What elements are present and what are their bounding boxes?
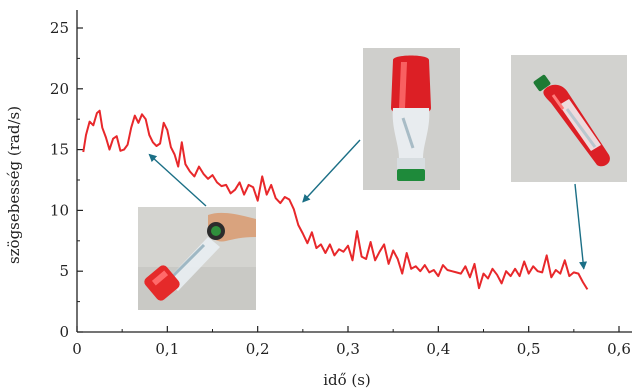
y-tick-label: 10 [50, 201, 69, 219]
x-tick-label: 0,2 [246, 340, 270, 358]
x-tick-label: 0,6 [607, 340, 631, 358]
x-axis-label: idő (s) [323, 371, 371, 389]
series-layer [82, 109, 589, 290]
y-tick-label: 15 [50, 141, 69, 159]
y-tick-label: 0 [59, 323, 69, 341]
y-axis-label: szögsebesség (rad/s) [5, 106, 23, 264]
y-tick-label: 5 [59, 262, 69, 280]
bottle-flip-start-arrow [148, 153, 207, 207]
bottle-flip-start-photo [138, 207, 256, 310]
bottle-flip-end-photo [511, 55, 627, 182]
y-tick-label: 20 [50, 80, 69, 98]
angular-velocity-line [82, 109, 589, 290]
x-tick-label: 0,4 [426, 340, 450, 358]
x-tick-label: 0,1 [155, 340, 179, 358]
bottle-flip-middle-arrow [302, 139, 361, 203]
y-tick-label: 25 [50, 19, 69, 37]
x-tick-label: 0 [72, 340, 82, 358]
bottle-flip-middle-photo [363, 48, 460, 190]
arrows-layer [148, 139, 588, 270]
bottle-flip-end-arrow [574, 183, 588, 270]
x-tick-label: 0,3 [336, 340, 360, 358]
x-tick-label: 0,5 [517, 340, 541, 358]
axes: 0 5 10 15 20 25 0 0,1 0,2 0,3 0,4 0,5 0,6 [50, 10, 632, 358]
